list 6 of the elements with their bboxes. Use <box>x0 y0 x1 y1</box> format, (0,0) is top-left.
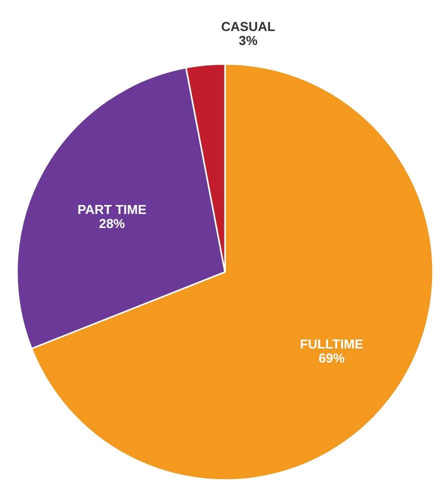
data-label: 28% <box>98 216 126 231</box>
data-label: 69% <box>318 350 346 366</box>
slice-label: PART TIME <box>77 202 147 217</box>
slice-label: CASUAL <box>221 19 276 34</box>
data-label: 3% <box>238 33 258 48</box>
slice-label: FULLTIME <box>300 336 364 352</box>
